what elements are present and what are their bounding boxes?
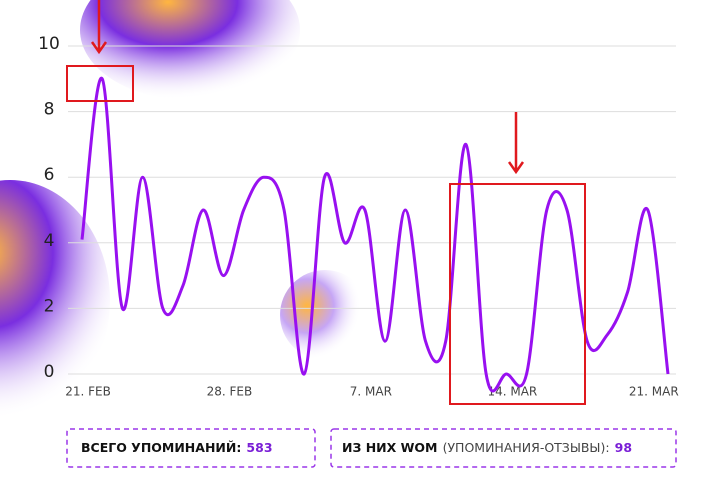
x-tick-label: 14. MAR: [487, 385, 537, 399]
x-tick-label: 21. MAR: [629, 385, 679, 399]
stat-box: [66, 428, 316, 468]
y-tick-label: 2: [44, 296, 55, 316]
x-tick-label: 21. FEB: [65, 385, 111, 399]
highlight-box: [449, 183, 586, 405]
decor-blob: [280, 270, 370, 360]
y-tick-label: 8: [44, 100, 55, 120]
stat-text: ВСЕГО УПОМИНАНИЙ: 583: [81, 438, 273, 457]
stat-note: (УПОМИНАНИЯ-ОТЗЫВЫ):: [443, 440, 610, 455]
data-line: [80, 77, 670, 393]
y-tick-label: 4: [44, 231, 55, 251]
x-tick-label: 7. MAR: [350, 385, 392, 399]
stat-value: 98: [615, 440, 632, 455]
decor-blob: [80, 0, 300, 100]
arrow: [507, 112, 525, 175]
highlight-box: [66, 65, 134, 102]
stat-value: 583: [246, 440, 272, 455]
stat-label: ИЗ НИХ WOM: [342, 440, 437, 455]
y-tick-label: 0: [44, 362, 55, 382]
arrow: [90, 0, 108, 55]
y-tick-label: 6: [44, 165, 55, 185]
stat-text: ИЗ НИХ WOM (УПОМИНАНИЯ-ОТЗЫВЫ): 98: [342, 438, 632, 457]
y-tick-label: 10: [38, 34, 60, 54]
decor-blob: [0, 180, 110, 420]
x-tick-label: 28. FEB: [207, 385, 253, 399]
stat-box: [330, 428, 677, 468]
stat-label: ВСЕГО УПОМИНАНИЙ:: [81, 440, 241, 455]
